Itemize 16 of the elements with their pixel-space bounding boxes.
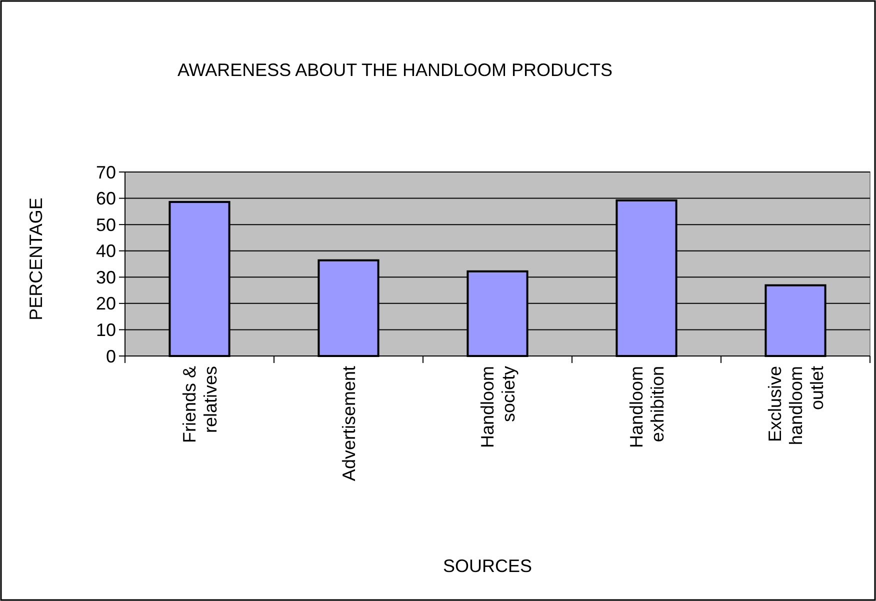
x-tick-label: Handloom society [477,366,518,448]
y-tick-label: 50 [96,214,116,235]
y-tick-label: 0 [106,346,116,366]
y-tick-label: 60 [96,188,116,209]
chart-title: AWARENESS ABOUT THE HANDLOOM PRODUCTS [177,60,613,80]
x-tick-label: Advertisement [338,366,359,482]
y-tick-label: 10 [96,320,116,340]
y-tick-label: 30 [96,267,116,288]
y-tick-label: 70 [96,162,116,182]
x-tick-label: Exclusive handloom outlet [764,366,827,446]
x-axis-title: SOURCES [442,556,532,576]
y-axis-title: PERCENTAGE [26,198,46,320]
y-tick-label: 20 [96,294,116,314]
x-tick-label: Friends & relatives [179,366,220,444]
x-tick-label: Handloom exhibition [626,366,668,448]
y-tick-label: 40 [96,241,116,262]
